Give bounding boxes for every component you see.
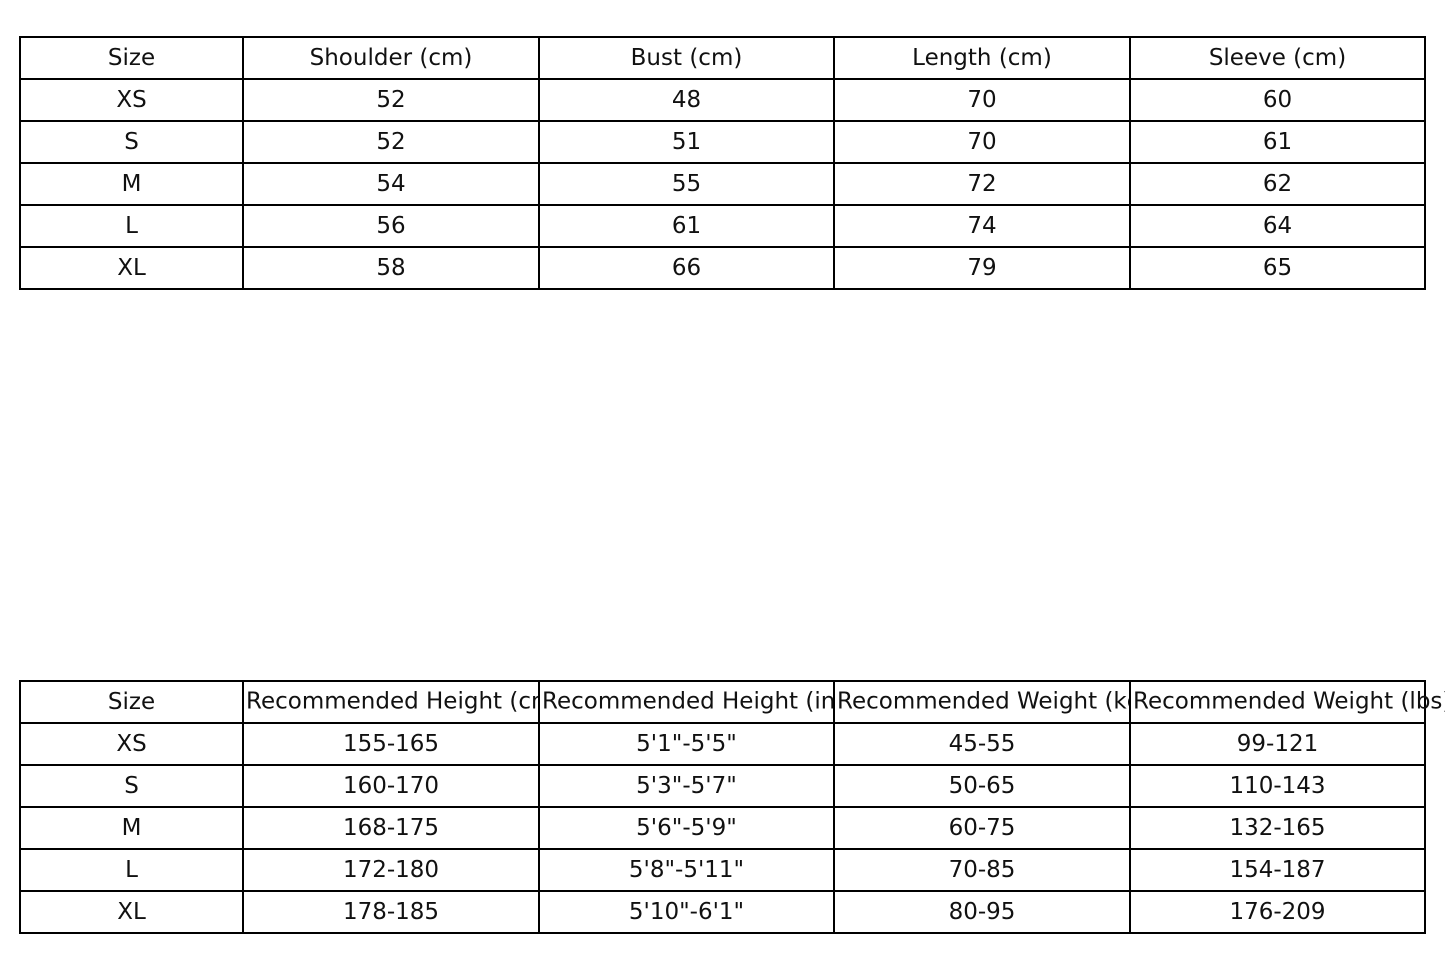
cell-height-cm: 172-180 (242, 848, 540, 892)
table-row: XL 178-185 5'10"-6'1" 80-95 176-209 (19, 890, 1426, 934)
cell-weight-kg: 60-75 (833, 806, 1131, 850)
cell-height-in: 5'3"-5'7" (538, 764, 835, 808)
column-header-length: Length (cm) (833, 36, 1131, 80)
column-header-weight-lbs-label: Recommended Weight (lbs) (1133, 688, 1445, 715)
cell-shoulder: 58 (242, 246, 540, 290)
table-row: S 52 51 70 61 (19, 120, 1426, 164)
cell-size: M (19, 806, 244, 850)
table-header-row: Size Shoulder (cm) Bust (cm) Length (cm)… (19, 36, 1426, 80)
cell-height-cm: 155-165 (242, 722, 540, 766)
table-row: L 56 61 74 64 (19, 204, 1426, 248)
table-row: S 160-170 5'3"-5'7" 50-65 110-143 (19, 764, 1426, 808)
cell-length: 72 (833, 162, 1131, 206)
column-header-shoulder: Shoulder (cm) (242, 36, 540, 80)
cell-size: M (19, 162, 244, 206)
column-header-weight-kg: Recommended Weight (kg) (833, 680, 1131, 724)
column-header-sleeve: Sleeve (cm) (1129, 36, 1426, 80)
cell-sleeve: 62 (1129, 162, 1426, 206)
cell-length: 70 (833, 120, 1131, 164)
cell-height-cm: 178-185 (242, 890, 540, 934)
cell-shoulder: 52 (242, 120, 540, 164)
cell-sleeve: 65 (1129, 246, 1426, 290)
cell-bust: 48 (538, 78, 835, 122)
cell-height-in: 5'1"-5'5" (538, 722, 835, 766)
cell-weight-lbs: 110-143 (1129, 764, 1426, 808)
body-recommendations-table: Size Recommended Height (cm) Recommended… (19, 680, 1445, 934)
cell-weight-lbs: 154-187 (1129, 848, 1426, 892)
cell-bust: 51 (538, 120, 835, 164)
cell-height-cm: 160-170 (242, 764, 540, 808)
cell-length: 70 (833, 78, 1131, 122)
cell-bust: 61 (538, 204, 835, 248)
cell-size: XS (19, 722, 244, 766)
column-header-height-in-label: Recommended Height (in) (542, 688, 834, 715)
cell-height-in: 5'8"-5'11" (538, 848, 835, 892)
cell-sleeve: 64 (1129, 204, 1426, 248)
cell-shoulder: 56 (242, 204, 540, 248)
cell-weight-lbs: 99-121 (1129, 722, 1426, 766)
cell-weight-kg: 70-85 (833, 848, 1131, 892)
cell-height-cm: 168-175 (242, 806, 540, 850)
table-row: XS 155-165 5'1"-5'5" 45-55 99-121 (19, 722, 1426, 766)
cell-height-in: 5'6"-5'9" (538, 806, 835, 850)
table-row: XL 58 66 79 65 (19, 246, 1426, 290)
column-header-weight-kg-label: Recommended Weight (kg) (837, 688, 1130, 715)
cell-sleeve: 60 (1129, 78, 1426, 122)
cell-shoulder: 52 (242, 78, 540, 122)
garment-measurements-table: Size Shoulder (cm) Bust (cm) Length (cm)… (19, 36, 1426, 290)
cell-length: 74 (833, 204, 1131, 248)
cell-bust: 66 (538, 246, 835, 290)
table-row: M 54 55 72 62 (19, 162, 1426, 206)
cell-size: S (19, 120, 244, 164)
cell-weight-lbs: 132-165 (1129, 806, 1426, 850)
cell-size: XL (19, 890, 244, 934)
cell-size: L (19, 204, 244, 248)
cell-size: XL (19, 246, 244, 290)
cell-weight-kg: 50-65 (833, 764, 1131, 808)
cell-height-in: 5'10"-6'1" (538, 890, 835, 934)
column-header-height-cm: Recommended Height (cm) (242, 680, 540, 724)
column-header-size: Size (19, 36, 244, 80)
table-row: L 172-180 5'8"-5'11" 70-85 154-187 (19, 848, 1426, 892)
cell-size: L (19, 848, 244, 892)
cell-weight-kg: 45-55 (833, 722, 1131, 766)
cell-sleeve: 61 (1129, 120, 1426, 164)
cell-weight-lbs: 176-209 (1129, 890, 1426, 934)
cell-shoulder: 54 (242, 162, 540, 206)
column-header-size: Size (19, 680, 244, 724)
column-header-bust: Bust (cm) (538, 36, 835, 80)
cell-size: XS (19, 78, 244, 122)
column-header-height-cm-label: Recommended Height (cm) (246, 688, 539, 715)
column-header-weight-lbs: Recommended Weight (lbs) (1129, 680, 1445, 724)
cell-size: S (19, 764, 244, 808)
column-header-height-in: Recommended Height (in) (538, 680, 835, 724)
table-row: M 168-175 5'6"-5'9" 60-75 132-165 (19, 806, 1426, 850)
column-header-size-label: Size (107, 688, 156, 715)
cell-bust: 55 (538, 162, 835, 206)
cell-length: 79 (833, 246, 1131, 290)
table-row: XS 52 48 70 60 (19, 78, 1426, 122)
table-header-row: Size Recommended Height (cm) Recommended… (19, 680, 1445, 724)
cell-weight-kg: 80-95 (833, 890, 1131, 934)
